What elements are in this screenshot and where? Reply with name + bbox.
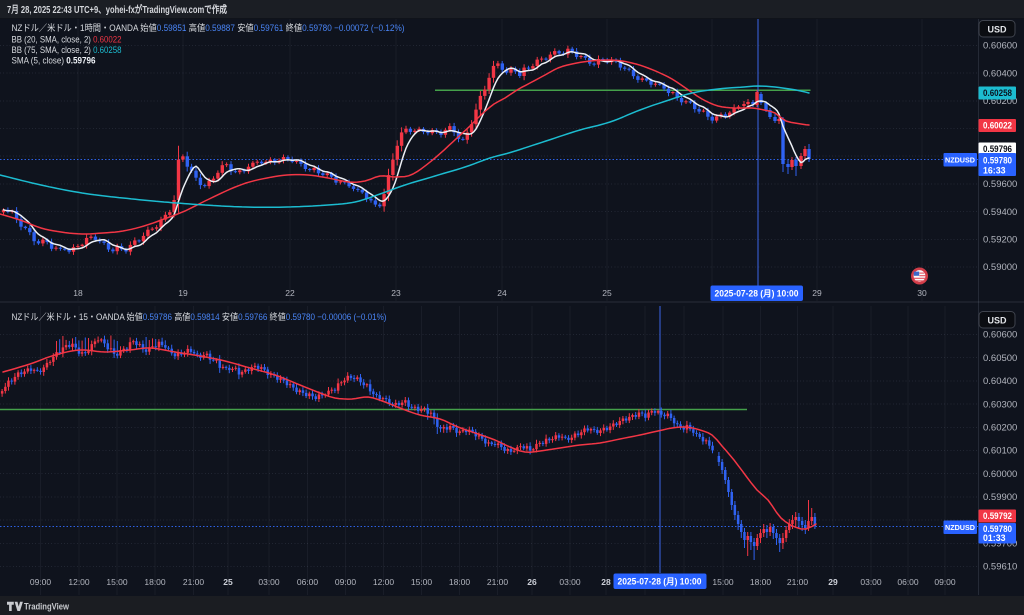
- svg-text:NZDUSD: NZDUSD: [945, 523, 975, 532]
- svg-text:21:00: 21:00: [183, 577, 205, 587]
- svg-text:0.60258: 0.60258: [983, 88, 1012, 98]
- svg-text:0.60500: 0.60500: [983, 353, 1017, 364]
- svg-text:21:00: 21:00: [787, 577, 809, 587]
- svg-text:29: 29: [828, 577, 838, 587]
- svg-text:23: 23: [391, 288, 401, 298]
- svg-text:0.59610: 0.59610: [983, 562, 1017, 573]
- svg-text:0.59900: 0.59900: [983, 492, 1017, 503]
- svg-text:0.60022: 0.60022: [983, 121, 1012, 131]
- svg-text:0.59600: 0.59600: [983, 179, 1017, 190]
- svg-text:18:00: 18:00: [750, 577, 772, 587]
- svg-text:0.59700: 0.59700: [983, 539, 1017, 550]
- svg-text:0.59780: 0.59780: [983, 155, 1012, 165]
- svg-text:16:33: 16:33: [983, 166, 1006, 176]
- svg-text:0.60200: 0.60200: [983, 423, 1017, 434]
- svg-text:0.59400: 0.59400: [983, 207, 1017, 218]
- svg-text:0.60000: 0.60000: [983, 469, 1017, 480]
- svg-text:2025-07-28 (月) 10:00: 2025-07-28 (月) 10:00: [618, 577, 702, 587]
- svg-text:0.60400: 0.60400: [983, 376, 1017, 387]
- svg-text:0.59780: 0.59780: [983, 524, 1012, 534]
- svg-text:12:00: 12:00: [68, 577, 90, 587]
- svg-text:09:00: 09:00: [30, 577, 52, 587]
- svg-text:29: 29: [812, 288, 822, 298]
- svg-text:25: 25: [602, 288, 612, 298]
- svg-text:SMA (5, close) 0.59796: SMA (5, close) 0.59796: [12, 56, 96, 66]
- svg-text:30: 30: [917, 288, 927, 298]
- svg-text:0.60200: 0.60200: [983, 96, 1017, 107]
- svg-text:22: 22: [285, 288, 295, 298]
- svg-text:06:00: 06:00: [297, 577, 319, 587]
- svg-text:0.60300: 0.60300: [983, 399, 1017, 410]
- svg-text:USD: USD: [987, 24, 1007, 34]
- svg-text:BB (75, SMA, close, 2) 0.6025: BB (75, SMA, close, 2) 0.60258: [12, 45, 122, 55]
- svg-text:18: 18: [73, 288, 83, 298]
- svg-text:0.59792: 0.59792: [983, 511, 1012, 521]
- svg-text:NZドル／米ドル・15・OANDA 始値0.59786 高値: NZドル／米ドル・15・OANDA 始値0.59786 高値0.59814 安値…: [12, 311, 387, 322]
- svg-text:0.60100: 0.60100: [983, 446, 1017, 457]
- svg-text:15:00: 15:00: [411, 577, 433, 587]
- svg-text:TradingView: TradingView: [24, 601, 70, 611]
- svg-text:26: 26: [527, 577, 537, 587]
- svg-text:BB (20, SMA, close, 2) 0.6002: BB (20, SMA, close, 2) 0.60022: [12, 35, 122, 45]
- svg-text:15:00: 15:00: [106, 577, 128, 587]
- svg-text:0.59200: 0.59200: [983, 235, 1017, 246]
- svg-text:24: 24: [497, 288, 507, 298]
- svg-text:01:33: 01:33: [983, 533, 1006, 543]
- svg-text:0.60400: 0.60400: [983, 68, 1017, 79]
- svg-text:15:00: 15:00: [712, 577, 734, 587]
- svg-text:18:00: 18:00: [144, 577, 166, 587]
- svg-text:28: 28: [601, 577, 611, 587]
- svg-text:2025-07-28 (月) 10:00: 2025-07-28 (月) 10:00: [715, 289, 799, 299]
- svg-text:03:00: 03:00: [860, 577, 882, 587]
- svg-text:7月 28, 2025 22:43 UTC+9、yohei-: 7月 28, 2025 22:43 UTC+9、yohei-fxがTrading…: [7, 3, 227, 16]
- svg-text:0.59796: 0.59796: [983, 144, 1012, 154]
- svg-text:03:00: 03:00: [559, 577, 581, 587]
- svg-text:0.60600: 0.60600: [983, 330, 1017, 341]
- svg-text:09:00: 09:00: [934, 577, 956, 587]
- svg-text:09:00: 09:00: [335, 577, 357, 587]
- svg-text:0.60600: 0.60600: [983, 41, 1017, 52]
- svg-text:19: 19: [178, 288, 188, 298]
- svg-text:18:00: 18:00: [449, 577, 471, 587]
- svg-text:USD: USD: [987, 315, 1007, 325]
- svg-text:25: 25: [223, 577, 233, 587]
- svg-text:NZドル／米ドル・1時間・OANDA 始値0.59851 高: NZドル／米ドル・1時間・OANDA 始値0.59851 高値0.59887 安…: [12, 22, 405, 33]
- svg-text:12:00: 12:00: [373, 577, 395, 587]
- svg-text:21:00: 21:00: [487, 577, 509, 587]
- svg-text:0.59000: 0.59000: [983, 262, 1017, 273]
- svg-text:NZDUSD: NZDUSD: [945, 156, 975, 165]
- svg-text:06:00: 06:00: [897, 577, 919, 587]
- svg-text:03:00: 03:00: [258, 577, 280, 587]
